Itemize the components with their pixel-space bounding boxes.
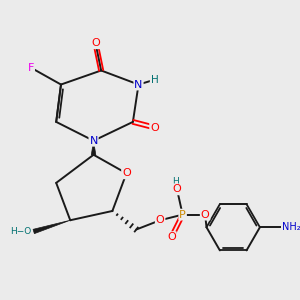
Text: H: H (172, 177, 179, 186)
Text: O: O (150, 122, 159, 133)
Text: O: O (91, 38, 100, 48)
Text: N: N (89, 136, 98, 146)
Text: H: H (151, 75, 158, 85)
Text: O: O (122, 168, 131, 178)
Text: O: O (172, 184, 182, 194)
Polygon shape (91, 141, 96, 155)
Text: O: O (156, 215, 164, 225)
Text: F: F (28, 63, 34, 73)
Text: N: N (134, 80, 143, 89)
Text: O: O (167, 232, 176, 242)
Polygon shape (33, 220, 70, 234)
Text: H−O: H−O (10, 227, 31, 236)
Text: P: P (179, 210, 186, 220)
Text: NH₂: NH₂ (282, 222, 300, 232)
Text: O: O (201, 210, 209, 220)
